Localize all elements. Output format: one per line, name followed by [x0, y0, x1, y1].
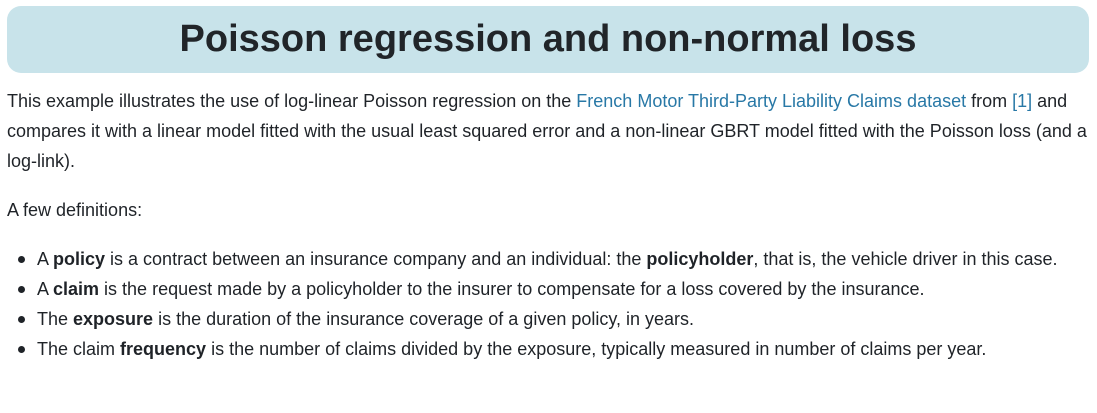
intro-text-1: This example illustrates the use of log-… — [7, 91, 577, 111]
list-item: The claim frequency is the number of cla… — [7, 334, 1092, 364]
bullet-icon — [18, 316, 25, 323]
def-term: frequency — [120, 339, 207, 359]
definitions-lead: A few definitions: — [7, 200, 143, 220]
def-text-post: is the request made by a policyholder to… — [99, 279, 925, 299]
dataset-link[interactable]: French Motor Third-Party Liability Claim… — [576, 91, 967, 111]
def-text-post: is the number of claims divided by the e… — [206, 339, 987, 359]
intro-paragraph: This example illustrates the use of log-… — [7, 86, 1092, 176]
citation-link[interactable]: [1] — [1012, 91, 1033, 111]
title-banner: Poisson regression and non-normal loss — [7, 6, 1089, 73]
definitions-list: A policy is a contract between an insura… — [7, 244, 1092, 364]
bullet-icon — [18, 286, 25, 293]
def-text-post: is the duration of the insurance coverag… — [153, 309, 695, 329]
def-text-pre: The claim — [37, 339, 121, 359]
def-term: policy — [53, 249, 106, 269]
def-term-2: policyholder — [646, 249, 754, 269]
list-item: The exposure is the duration of the insu… — [7, 304, 1092, 334]
def-term: claim — [53, 279, 100, 299]
page-title: Poisson regression and non-normal loss — [179, 18, 917, 60]
intro-text-3: and compares it with a linear model fitt… — [7, 91, 1087, 171]
list-item: A policy is a contract between an insura… — [7, 244, 1092, 274]
bullet-icon — [18, 346, 25, 353]
def-text-mid: is a contract between an insurance compa… — [105, 249, 647, 269]
def-text-pre: The — [37, 309, 74, 329]
intro-text-2: from — [966, 91, 1013, 111]
list-item: A claim is the request made by a policyh… — [7, 274, 1092, 304]
def-text-post: , that is, the vehicle driver in this ca… — [753, 249, 1058, 269]
def-text-pre: A — [37, 279, 54, 299]
def-term: exposure — [73, 309, 154, 329]
bullet-icon — [18, 256, 25, 263]
def-text-pre: A — [37, 249, 54, 269]
